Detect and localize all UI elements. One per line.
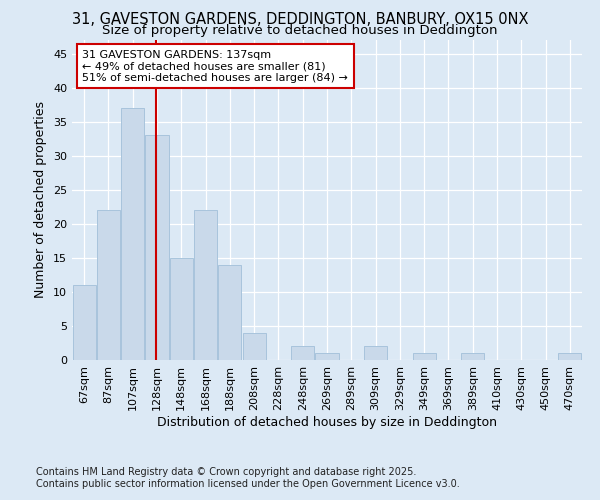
Bar [413,353,436,360]
Y-axis label: Number of detached properties: Number of detached properties [34,102,47,298]
Text: Contains HM Land Registry data © Crown copyright and database right 2025.
Contai: Contains HM Land Registry data © Crown c… [36,468,460,489]
X-axis label: Distribution of detached houses by size in Deddington: Distribution of detached houses by size … [157,416,497,428]
Bar [364,346,387,360]
Bar [170,258,193,360]
Text: Size of property relative to detached houses in Deddington: Size of property relative to detached ho… [102,24,498,37]
Bar [242,333,266,360]
Bar [194,210,217,360]
Bar [461,353,484,360]
Text: 31, GAVESTON GARDENS, DEDDINGTON, BANBURY, OX15 0NX: 31, GAVESTON GARDENS, DEDDINGTON, BANBUR… [72,12,528,28]
Text: 31 GAVESTON GARDENS: 137sqm
← 49% of detached houses are smaller (81)
51% of sem: 31 GAVESTON GARDENS: 137sqm ← 49% of det… [82,50,348,83]
Bar [97,210,120,360]
Bar [291,346,314,360]
Bar [121,108,144,360]
Bar [73,285,95,360]
Bar [145,136,169,360]
Bar [559,353,581,360]
Bar [218,264,241,360]
Bar [316,353,338,360]
